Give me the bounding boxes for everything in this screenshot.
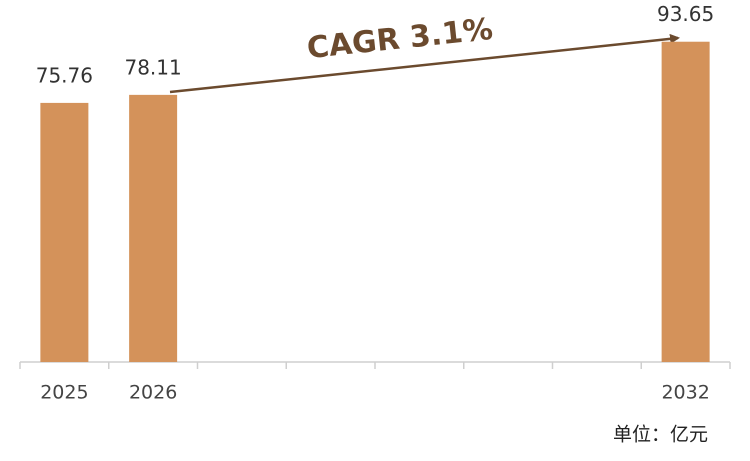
bar <box>129 94 178 362</box>
value-label: 75.76 <box>36 63 93 87</box>
value-label: 78.11 <box>124 55 181 79</box>
cagr-arrow <box>169 33 680 94</box>
value-label: 93.65 <box>657 2 714 26</box>
x-tick-label: 2025 <box>40 382 88 404</box>
x-tick-label: 2032 <box>661 382 709 404</box>
bar <box>40 102 89 362</box>
annotation: CAGR 3.1% <box>305 12 494 66</box>
x-tick-label: 2026 <box>129 382 177 404</box>
bar <box>661 41 710 362</box>
unit-label: 单位：亿元 <box>613 424 708 446</box>
